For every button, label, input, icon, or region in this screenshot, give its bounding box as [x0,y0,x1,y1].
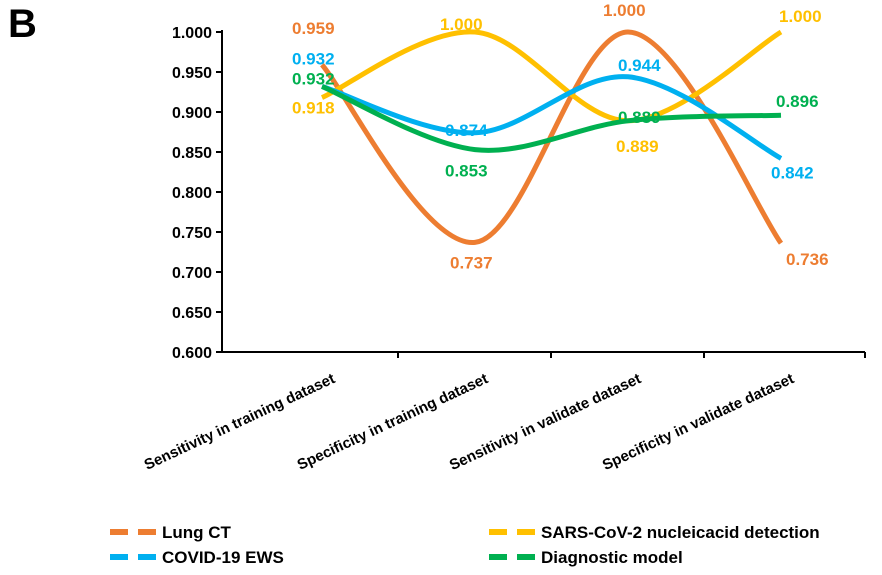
data-label-lung-ct: 0.959 [292,19,335,38]
y-tick-label: 0.750 [172,225,212,242]
chart-axes: 0.600 0.650 0.700 0.750 0.800 0.850 0.900 0.950… [142,25,866,474]
data-label-covid-19-ews: 0.932 [292,49,335,68]
data-label-covid-19-ews: 0.842 [771,163,814,182]
y-tick-label: 0.900 [172,105,212,122]
y-tick-label: 0.850 [172,145,212,162]
data-label-lung-ct: 0.737 [450,253,493,272]
data-label-lung-ct: 1.000 [603,1,646,20]
y-tick-label: 1.000 [172,25,212,42]
legend-label-covid-19-ews: COVID-19 EWS [162,548,284,567]
data-label-sars-cov-2: 1.000 [440,15,483,34]
panel-label: B [8,2,37,46]
y-tick-label: 0.650 [172,305,212,322]
legend-label-diagnostic-model: Diagnostic model [541,548,683,567]
legend-label-sars-cov-2: SARS-CoV-2 nucleicacid detection [541,523,820,542]
data-label-sars-cov-2: 0.918 [292,99,335,118]
series-lines [320,29,784,245]
y-tick-label: 0.950 [172,65,212,82]
data-label-covid-19-ews: 0.874 [445,121,488,140]
y-tick-label: 0.700 [172,265,212,282]
data-label-covid-19-ews: 0.944 [618,56,661,75]
y-tick-label: 0.600 [172,345,212,362]
data-label-sars-cov-2: 0.889 [616,137,659,156]
data-label-diagnostic-model: 0.932 [292,69,335,88]
data-label-diagnostic-model: 0.853 [445,162,488,181]
series-line-sars-cov-2 [320,29,783,124]
data-label-diagnostic-model: 0.889 [618,108,661,127]
data-labels: 0.959 0.737 1.000 0.736 0.918 1.000 0.889 1.000… [292,1,829,272]
data-label-lung-ct: 0.736 [786,250,829,269]
y-tick-label: 0.800 [172,185,212,202]
data-label-sars-cov-2: 1.000 [779,7,822,26]
legend-label-lung-ct: Lung CT [162,523,232,542]
series-line-lung-ct [320,29,784,245]
legend: Lung CT SARS-CoV-2 nucleicacid detection C… [110,523,820,567]
series-line-diagnostic-model [321,84,782,153]
data-label-diagnostic-model: 0.896 [776,92,819,111]
